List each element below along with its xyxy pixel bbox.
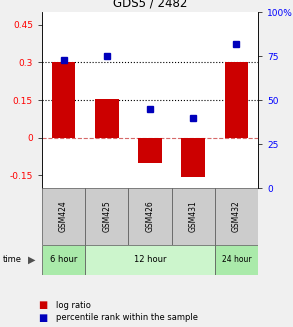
Bar [95, 99, 119, 138]
Text: ▶: ▶ [28, 255, 35, 265]
Text: 12 hour: 12 hour [134, 255, 166, 265]
Text: 6 hour: 6 hour [50, 255, 77, 265]
Bar [42, 245, 85, 275]
Bar [224, 62, 248, 138]
Text: ■: ■ [38, 313, 47, 323]
Bar [215, 245, 258, 275]
Bar [172, 188, 215, 245]
Text: GSM431: GSM431 [189, 201, 198, 232]
Text: time: time [3, 255, 22, 265]
Bar [85, 245, 215, 275]
Bar [215, 188, 258, 245]
Text: GSM432: GSM432 [232, 201, 241, 232]
Text: GSM424: GSM424 [59, 201, 68, 232]
Text: percentile rank within the sample: percentile rank within the sample [56, 314, 198, 322]
Text: ■: ■ [38, 300, 47, 310]
Text: GSM425: GSM425 [102, 201, 111, 232]
Text: log ratio: log ratio [56, 301, 91, 309]
Bar [128, 188, 172, 245]
Bar [85, 188, 128, 245]
Bar [42, 188, 85, 245]
Bar [52, 62, 76, 138]
Text: GSM426: GSM426 [146, 201, 154, 232]
Bar [138, 138, 162, 163]
Bar [181, 138, 205, 177]
Title: GDS5 / 2482: GDS5 / 2482 [113, 0, 187, 9]
Text: 24 hour: 24 hour [222, 255, 251, 265]
